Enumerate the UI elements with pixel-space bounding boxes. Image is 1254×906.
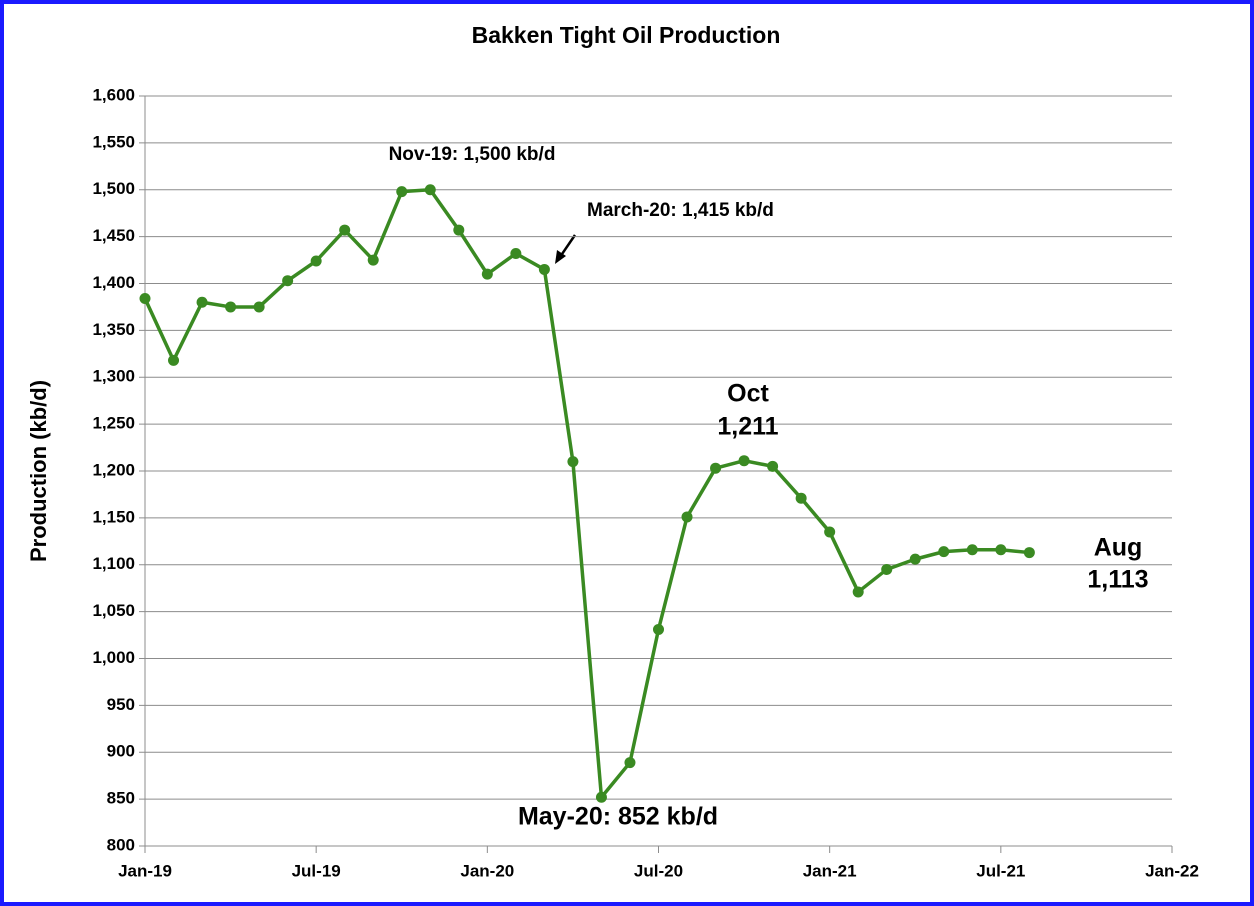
data-point — [510, 248, 522, 259]
arrow-head — [555, 250, 566, 264]
data-point — [367, 254, 379, 266]
data-point — [481, 268, 493, 280]
data-point — [909, 553, 921, 565]
arrow — [555, 234, 577, 264]
annotation: 1,113 — [1087, 566, 1148, 594]
data-point — [310, 255, 322, 267]
y-tick-label: 1,000 — [92, 648, 135, 667]
data-point — [653, 623, 664, 635]
data-point — [595, 791, 607, 803]
y-tick-label: 1,300 — [92, 367, 135, 386]
data-point — [710, 462, 722, 474]
y-tick-label: 850 — [107, 789, 135, 808]
data-point — [1023, 547, 1035, 559]
x-tick-label: Jul-21 — [976, 861, 1025, 880]
annotation: 1,211 — [717, 413, 778, 441]
data-point — [738, 455, 750, 467]
data-point — [767, 460, 779, 472]
y-tick-label: 1,150 — [92, 507, 135, 526]
x-tick-label: Jan-22 — [1145, 861, 1199, 880]
series-line — [143, 188, 1030, 799]
data-point — [139, 293, 151, 304]
data-point — [824, 526, 836, 538]
data-point — [196, 296, 208, 308]
annotation: Aug — [1094, 534, 1143, 562]
y-tick-label: 900 — [107, 742, 135, 761]
y-tick-label: 1,050 — [92, 601, 135, 620]
data-point — [282, 275, 294, 287]
arrow-line — [558, 234, 577, 258]
y-tick-label: 1,550 — [92, 132, 135, 151]
annotation: Nov-19: 1,500 kb/d — [389, 144, 556, 165]
data-point — [396, 186, 408, 198]
y-tick-label: 1,200 — [92, 460, 135, 479]
x-tick-label: Jul-20 — [634, 861, 683, 880]
x-tick-label: Jan-21 — [803, 861, 857, 880]
annotation: Oct — [727, 380, 769, 408]
data-point — [881, 563, 893, 575]
y-tick-label: 800 — [107, 835, 135, 854]
y-tick-label: 1,350 — [92, 320, 135, 339]
data-point — [453, 224, 465, 236]
data-point — [225, 301, 237, 313]
data-point — [995, 544, 1007, 556]
y-tick-label: 1,600 — [92, 85, 135, 104]
x-tick-label: Jan-20 — [460, 861, 514, 880]
x-tick-label: Jul-19 — [292, 861, 341, 880]
chart-title: Bakken Tight Oil Production — [472, 22, 781, 48]
data-point — [795, 492, 807, 504]
y-tick-label: 1,400 — [92, 273, 135, 292]
data-point — [938, 546, 950, 558]
y-tick-label: 950 — [107, 695, 135, 714]
data-point — [567, 456, 579, 468]
y-tick-label: 1,100 — [92, 554, 135, 573]
annotation: March-20: 1,415 kb/d — [587, 200, 774, 221]
data-point — [624, 757, 636, 769]
data-point — [339, 224, 351, 236]
data-point — [852, 586, 864, 598]
data-point — [966, 544, 978, 556]
data-point — [424, 184, 436, 196]
data-point — [168, 354, 180, 366]
y-tick-label: 1,500 — [92, 179, 135, 198]
annotation: May-20: 852 kb/d — [518, 803, 718, 831]
x-tick-label: Jan-19 — [118, 861, 172, 880]
data-point — [538, 263, 550, 275]
y-tick-label: 1,250 — [92, 414, 135, 433]
data-point — [253, 301, 265, 313]
data-point — [681, 511, 693, 523]
y-tick-label: 1,450 — [92, 226, 135, 245]
y-axis-label: Production (kb/d) — [26, 380, 51, 562]
